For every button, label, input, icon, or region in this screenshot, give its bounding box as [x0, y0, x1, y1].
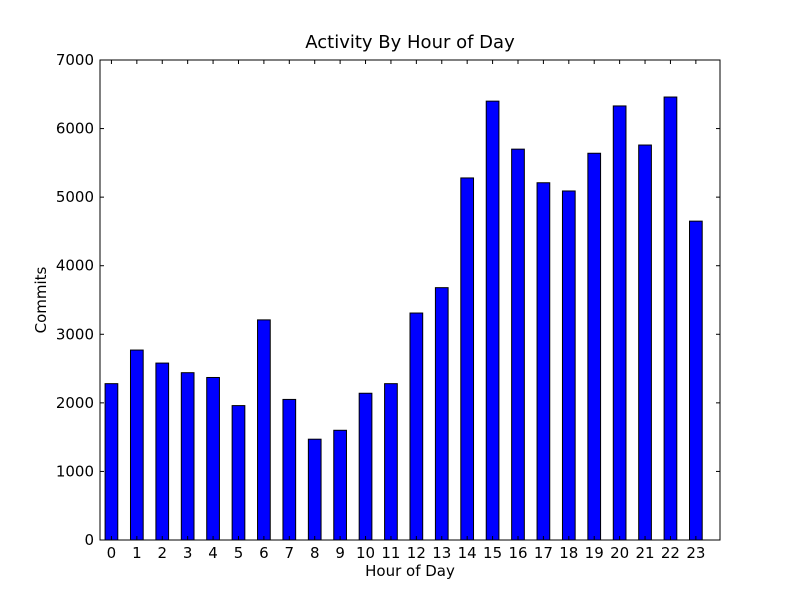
x-tick-label: 10 [356, 544, 375, 562]
y-tick-label: 5000 [56, 188, 94, 206]
x-tick-label: 11 [381, 544, 400, 562]
y-tick-label: 2000 [56, 394, 94, 412]
bar-hour-13 [434, 287, 449, 541]
x-tick-label: 15 [483, 544, 502, 562]
bar-hour-7 [282, 398, 297, 541]
y-tick-label: 1000 [56, 462, 94, 480]
bar-hour-8 [307, 438, 322, 541]
x-tick-label: 18 [559, 544, 578, 562]
x-tick-label: 8 [310, 544, 320, 562]
bar-hour-19 [587, 152, 602, 541]
bar-hour-14 [460, 177, 475, 541]
bar-hour-15 [485, 100, 500, 541]
y-tick-label: 6000 [56, 120, 94, 138]
x-tick-label: 19 [585, 544, 604, 562]
x-tick-label: 3 [183, 544, 193, 562]
x-tick-label: 7 [285, 544, 295, 562]
bar-hour-9 [333, 429, 347, 541]
bar-hour-1 [129, 349, 144, 541]
bar-hour-11 [384, 383, 398, 541]
x-tick-label: 0 [107, 544, 117, 562]
y-tick-label: 7000 [56, 51, 94, 69]
y-tick-label: 3000 [56, 325, 94, 343]
x-tick-label: 5 [234, 544, 244, 562]
x-tick-label: 2 [157, 544, 167, 562]
plot-frame [99, 59, 721, 541]
bars-group [104, 96, 703, 541]
chart-title: Activity By Hour of Day [305, 32, 515, 53]
x-tick-label: 22 [661, 544, 680, 562]
bar-hour-18 [561, 190, 576, 541]
x-tick-label: 14 [458, 544, 477, 562]
x-tick-label: 12 [407, 544, 426, 562]
bar-hour-23 [689, 220, 703, 541]
x-tick-label: 13 [432, 544, 451, 562]
x-tick-label: 16 [508, 544, 527, 562]
bar-hour-5 [231, 405, 246, 541]
bar-hour-12 [409, 312, 424, 541]
y-tick-label: 4000 [56, 257, 94, 275]
bar-hour-3 [180, 372, 195, 541]
bar-hour-10 [358, 392, 373, 541]
x-tick-label: 20 [610, 544, 629, 562]
bar-hour-4 [206, 376, 220, 541]
x-axis: 0 1 2 3 4 5 6 7 8 9 10 11 12 13 14 15 16 17 18 19 20 21 22 23 [107, 60, 705, 562]
x-tick-label: 9 [335, 544, 345, 562]
y-tick-label: 0 [84, 531, 94, 549]
y-axis: 0 1000 2000 3000 4000 5000 6000 7000 [56, 51, 720, 549]
x-axis-label: Hour of Day [365, 562, 455, 580]
bar-hour-6 [257, 319, 271, 541]
x-tick-label: 6 [259, 544, 269, 562]
x-tick-label: 4 [208, 544, 218, 562]
bar-hour-21 [638, 144, 652, 541]
x-tick-label: 1 [132, 544, 142, 562]
bar-hour-22 [663, 96, 678, 541]
bar-hour-17 [536, 182, 551, 541]
bar-hour-20 [612, 105, 627, 541]
x-tick-label: 23 [686, 544, 705, 562]
bar-hour-2 [155, 362, 170, 541]
bar-hour-0 [104, 383, 119, 541]
y-axis-label: Commits [32, 266, 50, 333]
x-tick-label: 17 [534, 544, 553, 562]
x-tick-label: 21 [635, 544, 654, 562]
bar-hour-16 [511, 148, 525, 541]
